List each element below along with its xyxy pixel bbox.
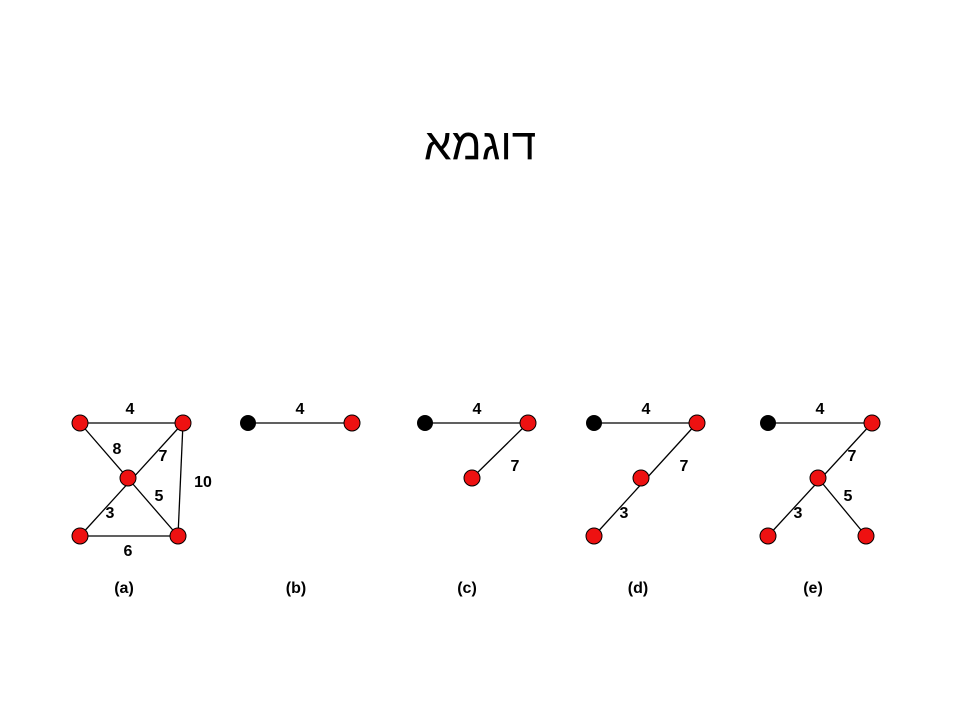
- edge-weight: 4: [126, 401, 135, 418]
- node: [585, 527, 603, 545]
- edge-weight: 6: [124, 543, 133, 560]
- graph-b: 4 (b): [240, 401, 361, 597]
- node: [632, 469, 650, 487]
- node: [174, 414, 192, 432]
- edge-weight: 7: [848, 448, 857, 465]
- graph-caption: (d): [628, 580, 648, 597]
- node: [169, 527, 187, 545]
- graph-c: 4 7 (c): [417, 401, 537, 597]
- graph-a: 4 8 7 5 3 10 6 (a): [71, 401, 212, 597]
- edge-weight: 10: [194, 474, 212, 491]
- node: [759, 527, 777, 545]
- node: [688, 414, 706, 432]
- edge-weight: 7: [159, 448, 168, 465]
- edge-weight: 3: [794, 505, 803, 522]
- node: [119, 469, 137, 487]
- edge: [471, 422, 529, 479]
- graph-caption: (c): [457, 580, 477, 597]
- edge-weight: 5: [844, 488, 853, 505]
- edge-weight: 5: [155, 488, 164, 505]
- slide-title: דוגמא: [424, 121, 536, 170]
- node: [760, 415, 776, 431]
- node: [863, 414, 881, 432]
- edge-weight: 3: [620, 505, 629, 522]
- graph-d: 4 7 3 (d): [585, 401, 706, 597]
- edge-weight: 4: [816, 401, 825, 418]
- node: [71, 414, 89, 432]
- graph-caption: (e): [803, 580, 823, 597]
- graph-e: 4 7 5 3 (e): [759, 401, 881, 597]
- node: [417, 415, 433, 431]
- node: [586, 415, 602, 431]
- node: [857, 527, 875, 545]
- edge-weight: 4: [642, 401, 651, 418]
- edge-weight: 4: [473, 401, 482, 418]
- edge-weight: 7: [680, 458, 689, 475]
- edge-weight: 3: [106, 505, 115, 522]
- node: [240, 415, 256, 431]
- node: [809, 469, 827, 487]
- node: [343, 414, 361, 432]
- edge: [177, 422, 184, 537]
- graph-caption: (b): [286, 580, 306, 597]
- graph-caption: (a): [114, 580, 134, 597]
- edge: [817, 477, 867, 537]
- edge-weight: 4: [296, 401, 305, 418]
- edge-weight: 7: [511, 458, 520, 475]
- edge-weight: 8: [113, 441, 122, 458]
- node: [519, 414, 537, 432]
- node: [463, 469, 481, 487]
- node: [71, 527, 89, 545]
